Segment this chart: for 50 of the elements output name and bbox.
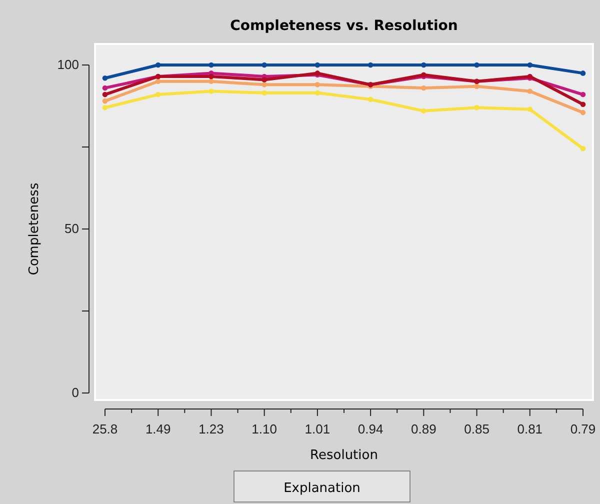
point	[208, 88, 214, 94]
x-tick-label: 0.79	[570, 421, 596, 436]
point	[314, 90, 320, 96]
point	[314, 82, 320, 88]
point	[102, 92, 108, 98]
point	[474, 62, 480, 68]
x-tick-label: 0.81	[517, 421, 543, 436]
x-tick-label: 1.10	[252, 421, 277, 436]
point	[208, 62, 214, 68]
point	[102, 75, 108, 81]
point	[421, 108, 426, 114]
chart-title: Completeness vs. Resolution	[230, 18, 458, 34]
point	[421, 85, 426, 91]
point	[155, 78, 161, 84]
point	[527, 62, 533, 68]
point	[527, 106, 533, 112]
point	[102, 85, 108, 91]
y-tick-label: 0	[72, 385, 79, 400]
x-tick-label: 1.49	[145, 421, 171, 436]
point	[262, 90, 267, 96]
x-tick-label: 1.23	[198, 421, 224, 436]
point	[208, 78, 214, 84]
point	[155, 92, 161, 98]
y-axis-title: Completeness	[27, 182, 42, 276]
point	[474, 105, 480, 110]
point	[262, 82, 267, 88]
x-tick-label: 25.8	[92, 421, 118, 436]
point	[527, 88, 533, 94]
point	[208, 74, 214, 80]
point	[262, 62, 267, 68]
point	[421, 62, 426, 68]
point	[580, 146, 586, 152]
point	[580, 70, 586, 76]
x-tick-label: 0.89	[411, 421, 436, 436]
x-tick-label: 1.01	[304, 421, 330, 436]
x-tick-label: 0.94	[358, 421, 384, 436]
x-axis-title: Resolution	[310, 448, 378, 463]
point	[155, 62, 161, 68]
y-tick-label: 50	[64, 221, 79, 236]
x-tick-label: 0.85	[464, 421, 490, 436]
point	[580, 102, 586, 107]
point	[368, 96, 374, 102]
point	[262, 77, 267, 82]
point	[102, 105, 108, 110]
point	[102, 98, 108, 104]
y-tick-label: 100	[57, 57, 79, 72]
point	[474, 84, 480, 89]
explanation-button: Explanation	[234, 470, 410, 502]
point	[580, 110, 586, 116]
point	[580, 92, 586, 98]
